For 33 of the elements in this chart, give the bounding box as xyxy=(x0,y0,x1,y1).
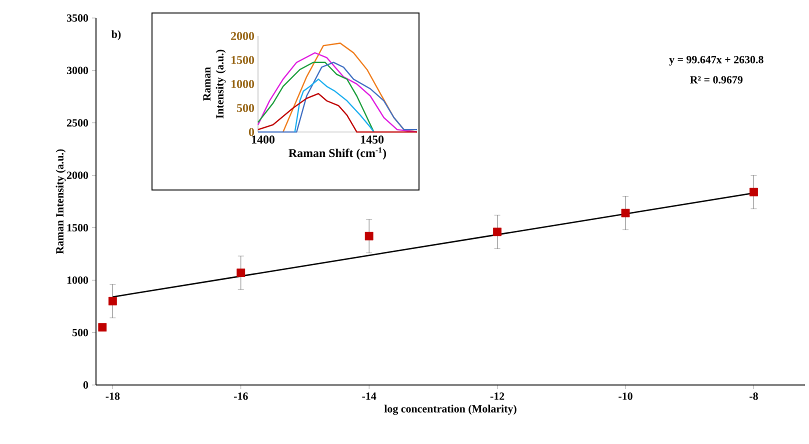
y-tick-label: 3000 xyxy=(66,66,88,74)
y-tick-label: 1000 xyxy=(232,80,254,88)
y-tick-label: 0 xyxy=(83,381,88,389)
x-tick-label: 1450 xyxy=(361,136,384,144)
y-tick-label: 1500 xyxy=(67,224,88,232)
line-series xyxy=(257,62,374,133)
x-axis-title: Raman Shift (cm$^{-1}$) xyxy=(288,147,386,160)
annotation: b) xyxy=(112,30,121,40)
x-tick-label: -8 xyxy=(750,392,758,400)
y-tick-label: 2500 xyxy=(67,119,88,127)
y-tick-label: 1000 xyxy=(67,276,88,284)
point xyxy=(236,268,246,278)
y-tick-label: 3500 xyxy=(66,14,88,22)
y-axis-title: Raman Intensity (a.u.) xyxy=(56,149,66,254)
y-tick-label: 2000 xyxy=(67,172,88,179)
x-tick-label: -16 xyxy=(234,392,248,400)
x-axis-title: log concentration (Molarity) xyxy=(384,404,516,415)
line-series xyxy=(282,42,418,133)
line-series xyxy=(294,78,374,133)
y-tick-label: 500 xyxy=(72,328,88,336)
x-tick-label: -10 xyxy=(618,392,632,400)
x-tick-label: -12 xyxy=(490,392,504,400)
y-tick-label: 0 xyxy=(248,128,254,136)
x-tick-label: 1400 xyxy=(252,136,275,144)
x-tick-label: -14 xyxy=(362,392,376,400)
y-tick-label: 1500 xyxy=(232,56,254,64)
annotation: y = 99.647x + 2630.8 xyxy=(669,56,764,66)
y-axis-title: Raman Intensity (a.u.) xyxy=(203,50,226,118)
x-tick-label: -18 xyxy=(106,392,120,400)
point xyxy=(98,323,107,332)
y-tick-label: 500 xyxy=(237,104,254,112)
annotation: R² = 0.9679 xyxy=(690,76,743,84)
y-tick-label: 2000 xyxy=(231,32,254,40)
